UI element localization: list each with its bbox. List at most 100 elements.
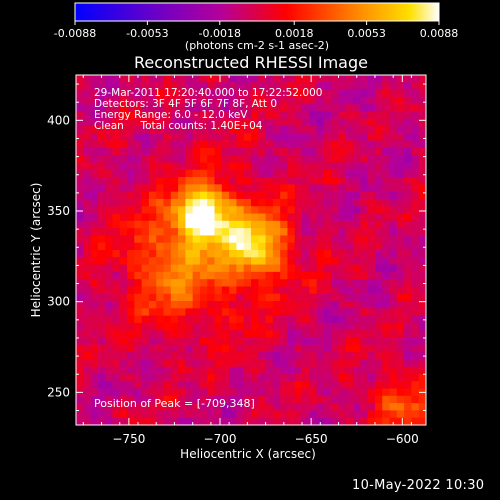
heatmap-cell (345, 322, 354, 331)
heatmap-cell (148, 184, 157, 193)
heatmap-cell (411, 184, 420, 193)
heatmap-cell (90, 359, 99, 368)
heatmap-cell (345, 250, 354, 258)
heatmap-cell (294, 118, 303, 127)
heatmap-cell (294, 344, 303, 353)
heatmap-cell (214, 417, 223, 426)
heatmap-cell (404, 410, 412, 419)
heatmap-cell (90, 301, 99, 309)
heatmap-cell (185, 286, 194, 295)
heatmap-cell (251, 257, 259, 265)
heatmap-cell (382, 104, 390, 112)
heatmap-cell (382, 373, 390, 382)
heatmap-cell (411, 75, 420, 83)
heatmap-cell (90, 82, 99, 90)
heatmap-cell (243, 184, 252, 193)
heatmap-cell (112, 381, 121, 389)
heatmap-cell (302, 264, 310, 273)
heatmap-cell (221, 417, 230, 426)
heatmap-cell (192, 155, 201, 163)
heatmap-cell (353, 301, 361, 309)
heatmap-cell (389, 271, 398, 280)
heatmap-cell (374, 381, 383, 389)
heatmap-cell (374, 293, 383, 302)
heatmap-cell (287, 344, 296, 353)
heatmap-cell (105, 82, 113, 90)
heatmap-cell (214, 381, 223, 389)
heatmap-cell (331, 373, 339, 382)
heatmap-cell (185, 82, 194, 90)
heatmap-cell (119, 279, 128, 287)
heatmap-cell (185, 162, 194, 171)
heatmap-cell (141, 169, 150, 178)
heatmap-cell (170, 118, 179, 127)
heatmap-cell (112, 184, 121, 193)
heatmap-cell (389, 155, 398, 163)
heatmap-cell (185, 104, 194, 112)
heatmap-cell (105, 308, 113, 317)
heatmap-cell (178, 228, 186, 236)
heatmap-cell (331, 293, 339, 302)
heatmap-cell (323, 330, 332, 338)
heatmap-cell (389, 198, 398, 207)
heatmap-cell (418, 220, 427, 229)
heatmap-cell (280, 191, 288, 200)
heatmap-cell (374, 271, 383, 280)
heatmap-cell (309, 279, 318, 287)
heatmap-cell (148, 264, 157, 273)
heatmap-cell (83, 75, 91, 83)
heatmap-cell (163, 301, 172, 309)
heatmap-cell (90, 111, 99, 120)
heatmap-cell (251, 82, 259, 90)
heatmap-cell (280, 359, 288, 368)
heatmap-cell (134, 308, 143, 317)
heatmap-cell (287, 373, 296, 382)
heatmap-cell (229, 75, 237, 83)
heatmap-cell (156, 177, 164, 185)
heatmap-cell (309, 395, 318, 404)
heatmap-cell (199, 322, 208, 331)
heatmap-cell (76, 184, 84, 193)
heatmap-cell (199, 162, 208, 171)
heatmap-cell (265, 140, 274, 149)
heatmap-cell (294, 373, 303, 382)
heatmap-cell (374, 373, 383, 382)
heatmap-cell (90, 417, 99, 426)
heatmap-cell (134, 111, 143, 120)
heatmap-cell (127, 322, 135, 331)
heatmap-cell (221, 315, 230, 324)
heatmap-cell (127, 169, 135, 178)
heatmap-cell (192, 322, 201, 331)
heatmap-cell (272, 250, 281, 258)
heatmap-cell (97, 373, 106, 382)
heatmap-cell (112, 111, 121, 120)
heatmap-cell (221, 352, 230, 360)
heatmap-cell (396, 220, 405, 229)
heatmap-cell (411, 126, 420, 134)
heatmap-cell (119, 366, 128, 375)
heatmap-cell (112, 301, 121, 309)
heatmap-cell (214, 140, 223, 149)
heatmap-cell (294, 104, 303, 112)
heatmap-cell (265, 89, 274, 98)
heatmap-cell (119, 191, 128, 200)
heatmap-cell (156, 82, 164, 90)
heatmap-cell (178, 162, 186, 171)
heatmap-cell (199, 155, 208, 163)
heatmap-cell (185, 403, 194, 411)
heatmap-cell (97, 366, 106, 375)
heatmap-cell (280, 242, 288, 251)
heatmap-cell (243, 198, 252, 207)
heatmap-cell (105, 147, 113, 156)
heatmap-cell (316, 111, 325, 120)
heatmap-cell (272, 220, 281, 229)
heatmap-cell (265, 96, 274, 105)
heatmap-cell (396, 315, 405, 324)
heatmap-cell (353, 293, 361, 302)
heatmap-cell (382, 395, 390, 404)
heatmap-cell (76, 315, 84, 324)
heatmap-cell (214, 184, 223, 193)
heatmap-cell (199, 104, 208, 112)
heatmap-cell (331, 111, 339, 120)
heatmap-cell (178, 89, 186, 98)
